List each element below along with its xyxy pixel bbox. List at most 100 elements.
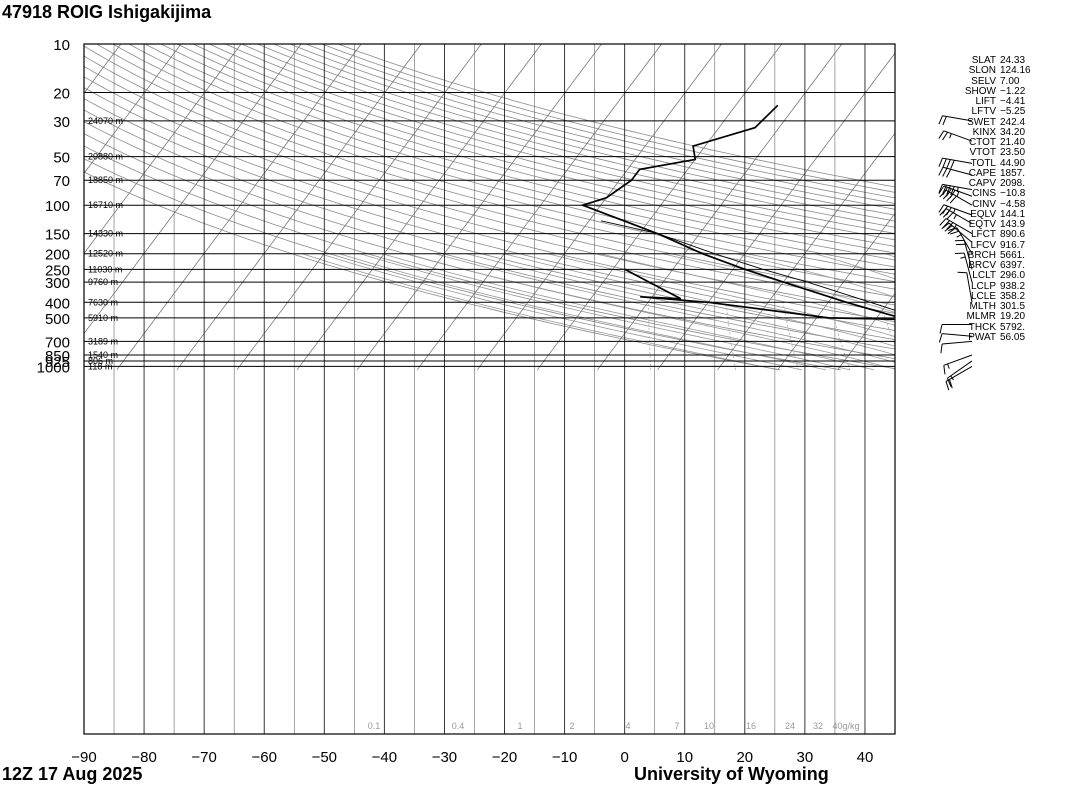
height-label: 24070 m — [88, 116, 123, 126]
wind-barb-flag — [946, 212, 954, 220]
pressure-tick-label: 100 — [45, 198, 70, 215]
mixing-ratio-label: 0.1 — [368, 721, 381, 731]
height-label: 5910 m — [88, 313, 118, 323]
wind-barb-flag — [942, 116, 947, 126]
index-name: LFCV — [970, 239, 996, 251]
mixing-ratio-label: 0.4 — [452, 721, 465, 731]
index-row: VTOT 23.50 — [960, 147, 1031, 159]
wind-barb — [947, 360, 973, 379]
dry-adiabat — [209, 44, 895, 234]
height-label: 16710 m — [88, 200, 123, 210]
wind-barb — [942, 157, 973, 164]
skewed-isotherm — [356, 44, 602, 371]
index-row: BRCH 5661. — [960, 249, 1031, 261]
index-value: 44.90 — [1000, 157, 1026, 169]
index-name: LFCT — [971, 229, 996, 241]
dry-adiabat — [84, 55, 895, 298]
index-value: 34.20 — [1000, 126, 1026, 138]
moist-adiabat — [406, 253, 895, 370]
sounding-profiles — [580, 104, 895, 321]
moist-adiabat — [547, 253, 895, 337]
wind-barb-flag — [938, 184, 943, 194]
wind-barb-flag — [938, 204, 945, 213]
chart-grid — [83, 43, 896, 735]
mixing-ratio-line — [648, 302, 652, 370]
wind-barb-flag — [949, 189, 956, 199]
moist-adiabat — [503, 253, 895, 347]
skewed-isotherm — [116, 44, 362, 371]
mixing-ratio-label: 16 — [746, 721, 756, 731]
index-row: CINV −4.58 — [960, 199, 1031, 210]
wind-barb-flag — [939, 218, 947, 226]
pressure-tick-label: 300 — [45, 275, 70, 292]
mixing-ratio-label: 7 — [674, 721, 679, 731]
temperature-tick-label: −30 — [432, 749, 457, 766]
index-row: EQLV 144.1 — [960, 208, 1031, 220]
skewed-isotherm — [777, 212, 895, 371]
wind-barb-flag — [938, 130, 945, 139]
pressure-tick-label: 10 — [53, 37, 70, 54]
mixing-ratio-line — [1072, 302, 1079, 370]
wind-barb-flag — [938, 115, 943, 125]
pressure-tick-label: 150 — [45, 227, 70, 244]
index-row: THCK 5792. — [960, 322, 1031, 333]
temperature-tick-label: −70 — [191, 749, 216, 766]
temperature-tick-label: −20 — [492, 749, 517, 766]
wind-barb-flag — [942, 205, 948, 215]
dewpoint-line — [624, 268, 895, 321]
wind-barb — [942, 333, 973, 337]
wind-barb-flag — [946, 169, 952, 178]
dry-adiabat — [84, 45, 895, 290]
index-row: CTOT 21.40 — [960, 137, 1031, 148]
pressure-tick-label: 700 — [45, 334, 70, 351]
wind-barb-flag — [952, 208, 956, 214]
wind-barb-flag — [940, 343, 943, 354]
height-label: 14330 m — [88, 229, 123, 239]
index-name: CTOT — [968, 137, 996, 148]
wind-barb-flag — [942, 187, 948, 196]
index-value: 1857. — [1000, 167, 1026, 179]
height-label: 3189 m — [88, 336, 118, 346]
index-row: SWET 242.4 — [960, 116, 1031, 128]
wind-barb-flag — [942, 220, 950, 228]
index-name: SWET — [967, 116, 996, 128]
wind-barb-flag — [942, 131, 948, 141]
pressure-tick-label: 1000 — [37, 359, 70, 376]
index-name: EQLV — [970, 208, 996, 220]
wind-barb — [943, 130, 973, 142]
index-row: LCLE 358.2 — [960, 291, 1031, 302]
wind-barb-flag — [956, 187, 959, 193]
index-name: LCLP — [970, 280, 996, 292]
wind-barb-flag — [947, 227, 956, 235]
wind-barb — [943, 354, 973, 366]
dry-adiabat — [112, 44, 895, 275]
skewed-isotherm — [84, 44, 242, 255]
index-value: 5661. — [1000, 249, 1026, 261]
index-value: 242.4 — [1000, 116, 1026, 128]
moist-adiabat — [320, 253, 802, 371]
background-lines — [84, 44, 1079, 371]
height-label: 118 m — [88, 361, 112, 371]
index-name: TOTL — [970, 157, 996, 169]
wind-barb-flag — [950, 375, 954, 381]
index-row: MLMR 19.20 — [960, 311, 1031, 322]
index-name: KINX — [972, 126, 996, 138]
index-value: 144.1 — [1000, 208, 1026, 220]
skewed-isotherm — [717, 132, 895, 371]
mixing-ratio-line — [1052, 302, 1079, 370]
wind-barb — [945, 208, 973, 225]
parcel-line — [600, 220, 895, 311]
wind-barb-flag — [949, 379, 953, 389]
mixing-ratio-label: 4 — [625, 721, 630, 731]
wind-barb — [966, 272, 973, 303]
index-value: 56.05 — [1000, 331, 1026, 343]
wind-barb-flag — [944, 225, 953, 232]
index-name: CAPV — [968, 178, 996, 189]
index-name: VTOT — [969, 147, 996, 159]
index-name: LFTV — [971, 106, 996, 118]
wind-barb-flag — [945, 188, 952, 197]
wind-barb-flag — [942, 184, 947, 194]
index-value: −4.41 — [1000, 96, 1026, 107]
index-value: 938.2 — [1000, 280, 1026, 292]
wind-barb-flag — [942, 158, 947, 168]
